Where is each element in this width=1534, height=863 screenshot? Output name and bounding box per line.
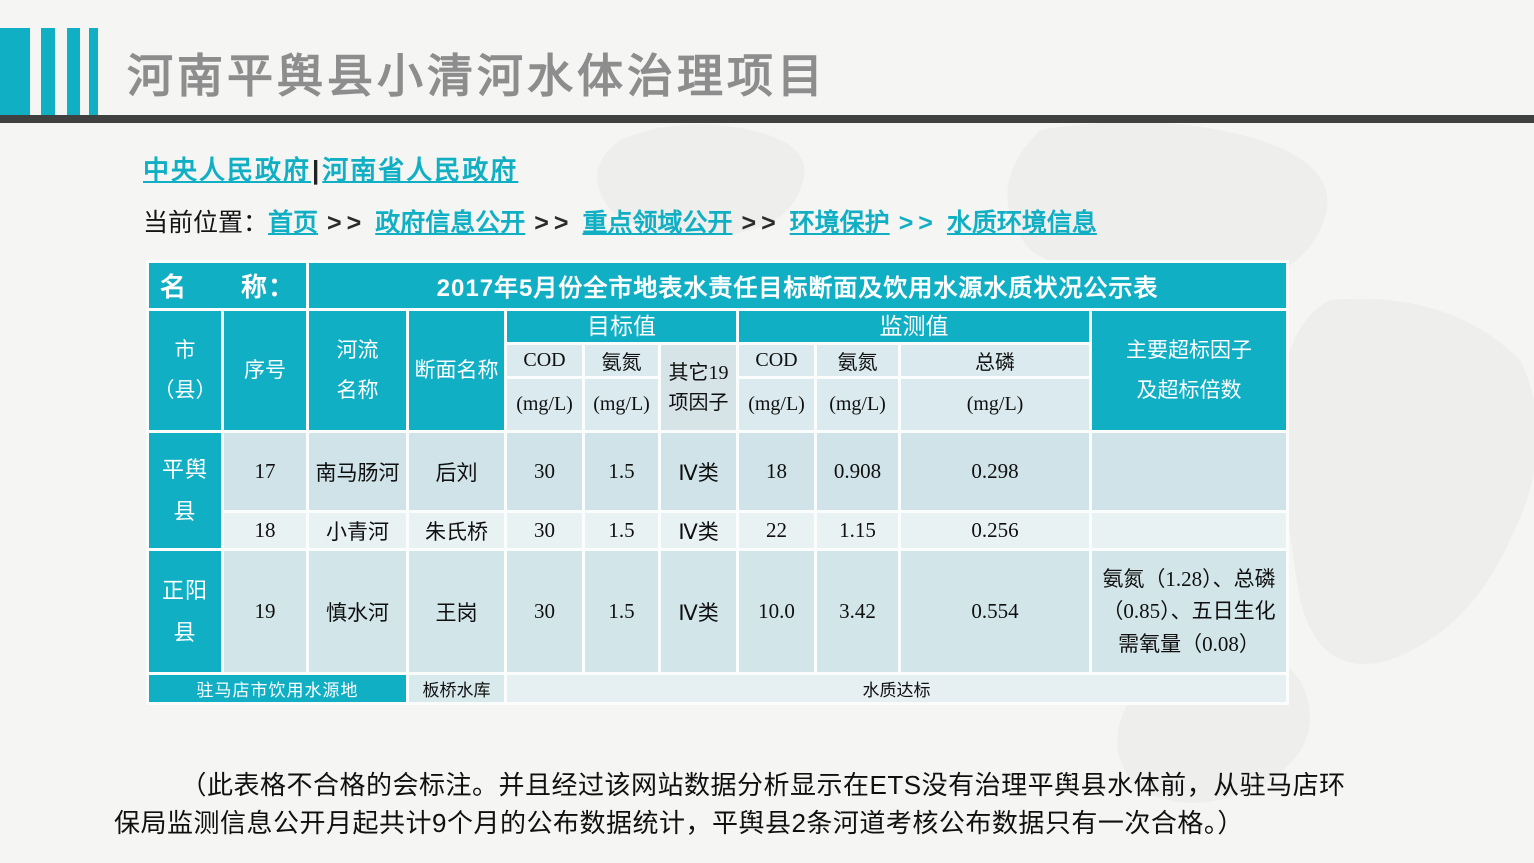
water-quality-table: 名 称： 2017年5月份全市地表水责任目标断面及饮用水源水质状况公示表 市 （… xyxy=(145,260,1290,705)
table-cell-exceed: 氨氮（1.28）、总磷（0.85）、五日生化需氧量（0.08） xyxy=(1089,548,1290,675)
subheader-monitor-cod: COD xyxy=(736,342,818,379)
links-pipe-separator: | xyxy=(312,155,322,185)
breadcrumb-separator: >> xyxy=(327,209,367,237)
table-cell-river: 小青河 xyxy=(306,510,410,551)
drinking-water-source-label: 驻马店市饮用水源地 xyxy=(145,672,410,705)
table-cell-target-other: Ⅳ类 xyxy=(658,510,740,551)
table-cell-monitor-nh3: 3.42 xyxy=(814,548,902,675)
water-status-cell: 水质达标 xyxy=(504,672,1290,705)
table-cell-monitor-cod: 22 xyxy=(736,510,818,551)
table-cell-exceed xyxy=(1089,430,1290,513)
table-cell-monitor-cod: 10.0 xyxy=(736,548,818,675)
footnote: （此表格不合格的会标注。并且经过该网站数据分析显示在ETS没有治理平舆县水体前，… xyxy=(114,770,1346,838)
breadcrumb-separator: >> xyxy=(534,209,574,237)
accent-bar xyxy=(0,28,30,115)
table-cell-section: 朱氏桥 xyxy=(406,510,508,551)
unit-cell: (mg/L) xyxy=(814,376,902,433)
breadcrumb-link-key-areas[interactable]: 重点领域公开 xyxy=(582,209,733,237)
table-cell-exceed xyxy=(1089,510,1290,551)
table-cell-monitor-nh3: 0.908 xyxy=(814,430,902,513)
col-header-exceed: 主要超标因子 及超标倍数 xyxy=(1089,308,1290,433)
col-header-seq: 序号 xyxy=(220,308,310,433)
breadcrumb-label: 当前位置： xyxy=(143,209,269,237)
subheader-other-factors: 其它19 项因子 xyxy=(658,342,740,433)
breadcrumb-separator: >> xyxy=(741,209,781,237)
table-cell-target-nh3: 1.5 xyxy=(582,548,662,675)
table-cell-monitor-tp: 0.298 xyxy=(898,430,1093,513)
table-cell-river: 慎水河 xyxy=(306,548,410,675)
table-cell-monitor-cod: 18 xyxy=(736,430,818,513)
table-cell-seq: 19 xyxy=(220,548,310,675)
accent-bar xyxy=(89,28,98,115)
subheader-target-cod: COD xyxy=(504,342,586,379)
col-header-city: 市 （县） xyxy=(146,308,224,433)
table-cell-monitor-nh3: 1.15 xyxy=(814,510,902,551)
unit-cell: (mg/L) xyxy=(736,376,818,433)
table-cell-monitor-tp: 0.554 xyxy=(898,548,1093,675)
col-header-river: 河流 名称 xyxy=(306,308,410,433)
col-group-target: 目标值 xyxy=(504,308,740,345)
subheader-monitor-tp: 总磷 xyxy=(898,342,1093,379)
breadcrumb-link-env-protection[interactable]: 环境保护 xyxy=(789,209,890,237)
county-cell: 平舆县 xyxy=(146,430,224,551)
table-cell-section: 王岗 xyxy=(406,548,508,675)
breadcrumb-separator: >> xyxy=(898,209,938,237)
table-cell-monitor-tp: 0.256 xyxy=(898,510,1093,551)
table-cell-target-nh3: 1.5 xyxy=(582,510,662,551)
subheader-monitor-nh3: 氨氮 xyxy=(814,342,902,379)
col-header-section: 断面名称 xyxy=(406,308,508,433)
unit-cell: (mg/L) xyxy=(582,376,662,433)
table-name-value: 2017年5月份全市地表水责任目标断面及饮用水源水质状况公示表 xyxy=(306,260,1290,311)
accent-bar xyxy=(41,28,55,115)
reservoir-cell: 板桥水库 xyxy=(406,672,508,705)
table-cell-target-cod: 30 xyxy=(504,510,586,551)
county-cell: 正阳县 xyxy=(146,548,224,675)
table-cell-target-other: Ⅳ类 xyxy=(658,548,740,675)
table-cell-target-nh3: 1.5 xyxy=(582,430,662,513)
unit-cell: (mg/L) xyxy=(504,376,586,433)
page-title: 河南平舆县小清河水体治理项目 xyxy=(127,50,827,102)
breadcrumb: 当前位置：首页 >> 政府信息公开 >> 重点领域公开 >> 环境保护 >> 水质环境信息 xyxy=(143,203,1097,239)
table-name-label: 名 称： xyxy=(145,260,310,311)
unit-cell: (mg/L) xyxy=(898,376,1093,433)
subheader-target-nh3: 氨氮 xyxy=(582,342,662,379)
link-henan-gov[interactable]: 河南省人民政府 xyxy=(322,155,519,185)
table-cell-section: 后刘 xyxy=(406,430,508,513)
table-cell-seq: 17 xyxy=(220,430,310,513)
accent-bar xyxy=(67,28,80,115)
table-cell-river: 南马肠河 xyxy=(306,430,410,513)
breadcrumb-link-info-disclosure[interactable]: 政府信息公开 xyxy=(375,209,526,237)
gov-links: 中央人民政府|河南省人民政府 xyxy=(143,150,518,187)
table-cell-target-cod: 30 xyxy=(504,430,586,513)
table-cell-target-other: Ⅳ类 xyxy=(658,430,740,513)
breadcrumb-link-water-quality[interactable]: 水质环境信息 xyxy=(946,209,1097,237)
top-divider xyxy=(0,115,1534,123)
table-cell-target-cod: 30 xyxy=(504,548,586,675)
link-central-gov[interactable]: 中央人民政府 xyxy=(143,155,312,185)
table-cell-seq: 18 xyxy=(220,510,310,551)
breadcrumb-link-home[interactable]: 首页 xyxy=(268,209,319,237)
col-group-monitor: 监测值 xyxy=(736,308,1093,345)
